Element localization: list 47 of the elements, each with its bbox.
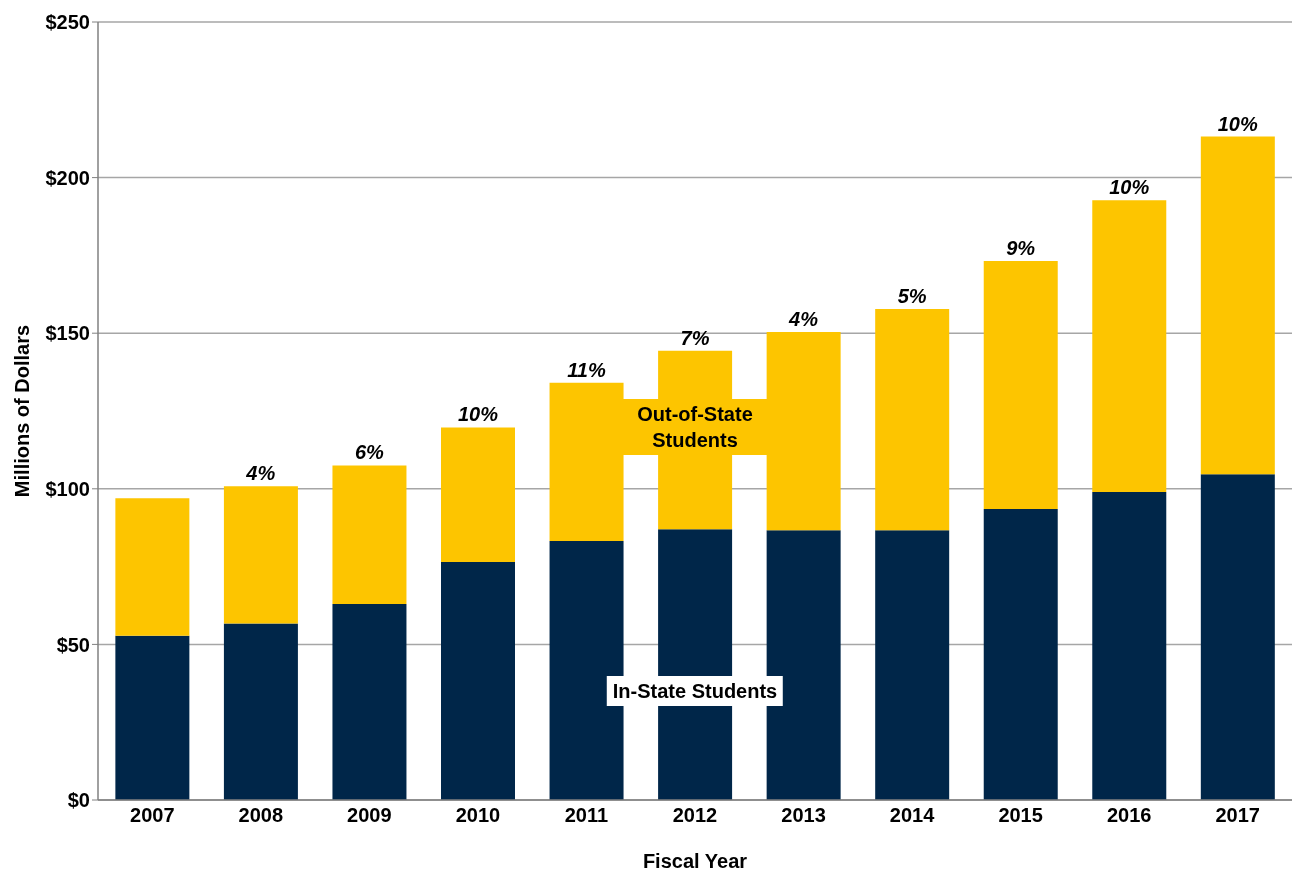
y-tick-label: $150: [45, 322, 90, 345]
bar: [875, 308, 950, 531]
bar: [1200, 474, 1275, 800]
bar: [983, 509, 1058, 800]
series-label: Out-of-State Students: [614, 398, 776, 455]
bar: [1092, 200, 1167, 492]
annotation: 4%: [788, 307, 819, 330]
annotation: 4%: [245, 462, 276, 485]
x-axis-title: Fiscal Year: [642, 850, 748, 872]
bar: [1092, 491, 1167, 800]
x-tick-label: 2013: [781, 804, 826, 827]
series-label: In-State Students: [606, 676, 784, 707]
bar: [332, 465, 407, 604]
annotation: 7%: [680, 326, 710, 349]
annotation: 5%: [897, 284, 927, 307]
annotation: 10%: [457, 403, 499, 426]
x-tick-label: 2012: [672, 804, 718, 827]
x-tick-label: 2009: [347, 804, 392, 827]
annotation: 11%: [567, 358, 606, 381]
bar: [115, 635, 190, 800]
y-tick-label: $100: [45, 477, 90, 500]
x-tick-label: 2014: [889, 804, 936, 827]
x-tick-label: 2016: [1106, 804, 1152, 827]
bar: [223, 486, 298, 624]
y-tick-label: $250: [45, 11, 90, 34]
annotation: 6%: [354, 441, 385, 464]
bar: [223, 623, 298, 800]
bar: [441, 561, 515, 800]
bar: [441, 427, 515, 562]
x-tick-label: 2010: [455, 804, 501, 827]
y-tick-label: $200: [45, 166, 90, 189]
bar: [1200, 136, 1275, 475]
x-tick-label: 2008: [238, 804, 284, 827]
bar: [875, 530, 950, 800]
annotation: 10%: [1217, 112, 1258, 135]
annotation: 9%: [1006, 237, 1036, 259]
x-tick-label: 2007: [130, 804, 175, 827]
y-tick-label: $50: [56, 633, 90, 656]
bar: [115, 498, 190, 636]
x-tick-label: 2017: [1215, 804, 1260, 827]
x-tick-label: 2015: [998, 804, 1043, 827]
annotation: 10%: [1109, 176, 1150, 199]
bar: [332, 603, 407, 800]
bar: [983, 261, 1058, 510]
y-axis-title: Millions of Dollars: [10, 324, 34, 498]
x-tick-label: 2011: [564, 804, 609, 827]
y-tick-label: $0: [67, 789, 90, 812]
